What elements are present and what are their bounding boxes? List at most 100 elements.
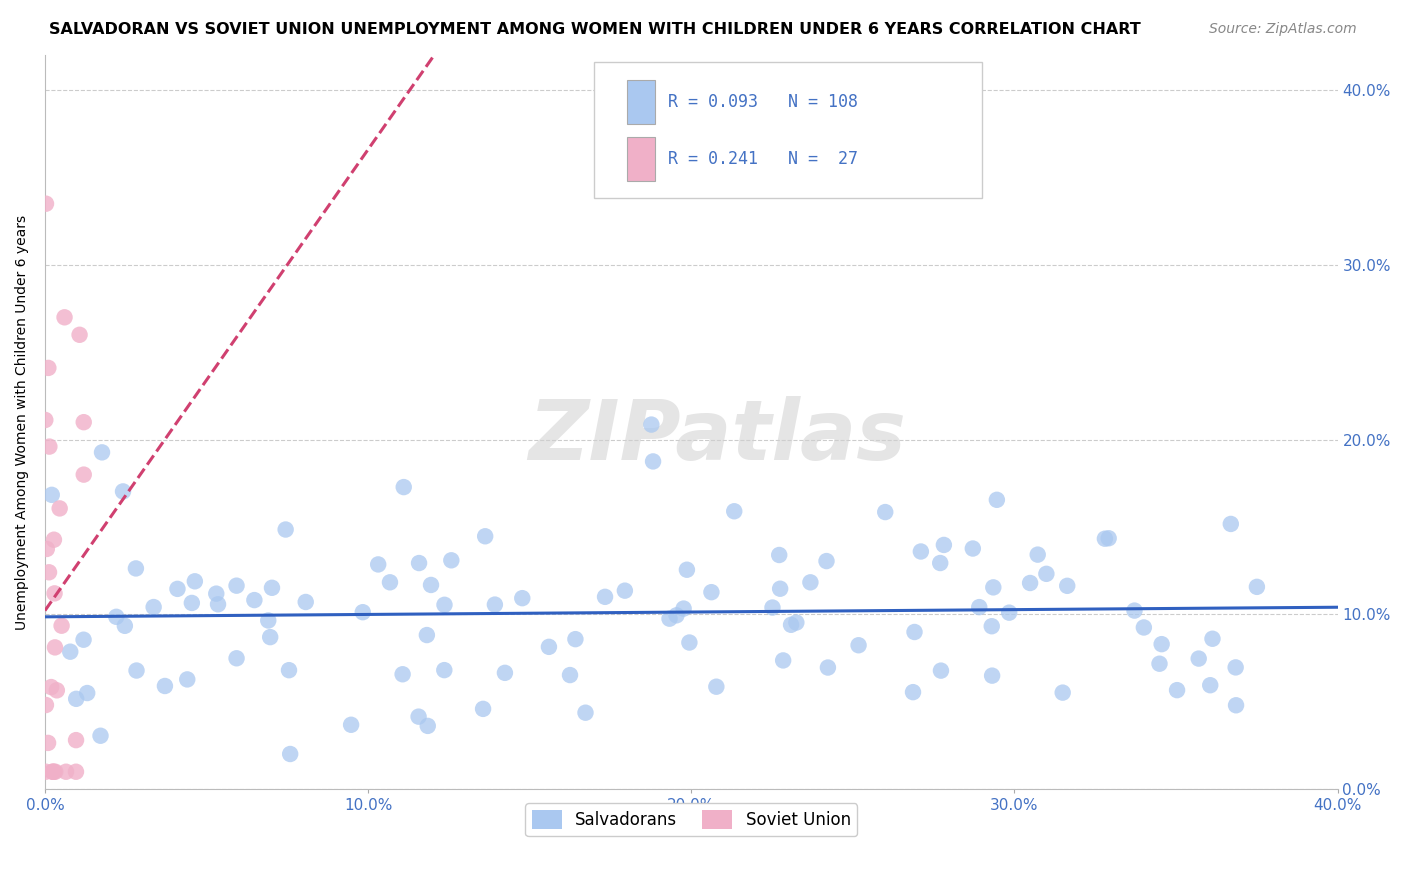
Point [484,598,506,612]
Point [593,590,616,604]
Point [41,764,63,779]
Point [1026,548,1049,562]
Point [672,601,695,615]
Point [474,529,496,543]
Point [392,480,415,494]
Point [980,619,1002,633]
Point [91,445,114,459]
Point [472,702,495,716]
Point [111,484,134,499]
Point [1094,532,1116,546]
Point [34,413,56,427]
Point [704,680,727,694]
Point [48,501,70,516]
Point [1201,632,1223,646]
Point [929,556,952,570]
Point [665,608,688,623]
Point [176,673,198,687]
Point [166,582,188,596]
Point [274,523,297,537]
Point [44,764,66,779]
Point [1019,576,1042,591]
Point [38,440,60,454]
Text: SALVADORAN VS SOVIET UNION UNEMPLOYMENT AMONG WOMEN WITH CHILDREN UNDER 6 YEARS : SALVADORAN VS SOVIET UNION UNEMPLOYMENT … [49,22,1140,37]
Text: Source: ZipAtlas.com: Source: ZipAtlas.com [1209,22,1357,37]
Point [416,628,439,642]
Point [59,645,82,659]
Point [1188,651,1211,665]
Point [243,593,266,607]
Text: R = 0.241   N =  27: R = 0.241 N = 27 [668,150,858,169]
Point [875,505,897,519]
Point [420,578,443,592]
Point [1098,531,1121,545]
Point [1166,683,1188,698]
Point [55,764,77,779]
Point [42,533,65,547]
Point [1035,566,1057,581]
Point [278,663,301,677]
Point [65,691,87,706]
Point [35,764,58,779]
Point [1149,657,1171,671]
Point [723,504,745,518]
Point [986,492,1008,507]
Point [1225,698,1247,713]
Point [1199,678,1222,692]
Legend: Salvadorans, Soviet Union: Salvadorans, Soviet Union [526,804,858,836]
Point [433,598,456,612]
Point [998,606,1021,620]
Point [69,327,91,342]
Point [962,541,984,556]
Point [39,680,62,694]
Point [1133,620,1156,634]
Point [114,619,136,633]
Point [799,575,821,590]
Point [378,575,401,590]
Point [367,558,389,572]
Point [1150,637,1173,651]
Point [932,538,955,552]
Point [41,488,63,502]
Point [1219,516,1241,531]
Point [408,709,430,723]
Point [180,596,202,610]
Point [37,360,59,375]
Point [153,679,176,693]
Bar [627,137,655,181]
Point [142,600,165,615]
Point [558,668,581,682]
Point [278,747,301,761]
Point [761,600,783,615]
Point [967,600,990,615]
Point [981,668,1004,682]
Bar [627,80,655,124]
Point [641,454,664,468]
Point [125,664,148,678]
Point [72,632,94,647]
Point [494,665,516,680]
Point [51,618,73,632]
Point [416,719,439,733]
Point [903,625,925,640]
Point [38,566,60,580]
Text: R = 0.093   N = 108: R = 0.093 N = 108 [668,94,858,112]
Point [910,544,932,558]
Point [440,553,463,567]
Point [37,736,59,750]
Point [1056,579,1078,593]
Point [205,587,228,601]
Point [73,467,96,482]
Point [257,614,280,628]
Point [848,638,870,652]
Point [225,579,247,593]
Point [769,582,792,596]
Point [1246,580,1268,594]
FancyBboxPatch shape [595,62,983,198]
Text: ZIPatlas: ZIPatlas [529,396,905,477]
Point [1123,604,1146,618]
Point [700,585,723,599]
Point [294,595,316,609]
Point [65,764,87,779]
Point [817,660,839,674]
